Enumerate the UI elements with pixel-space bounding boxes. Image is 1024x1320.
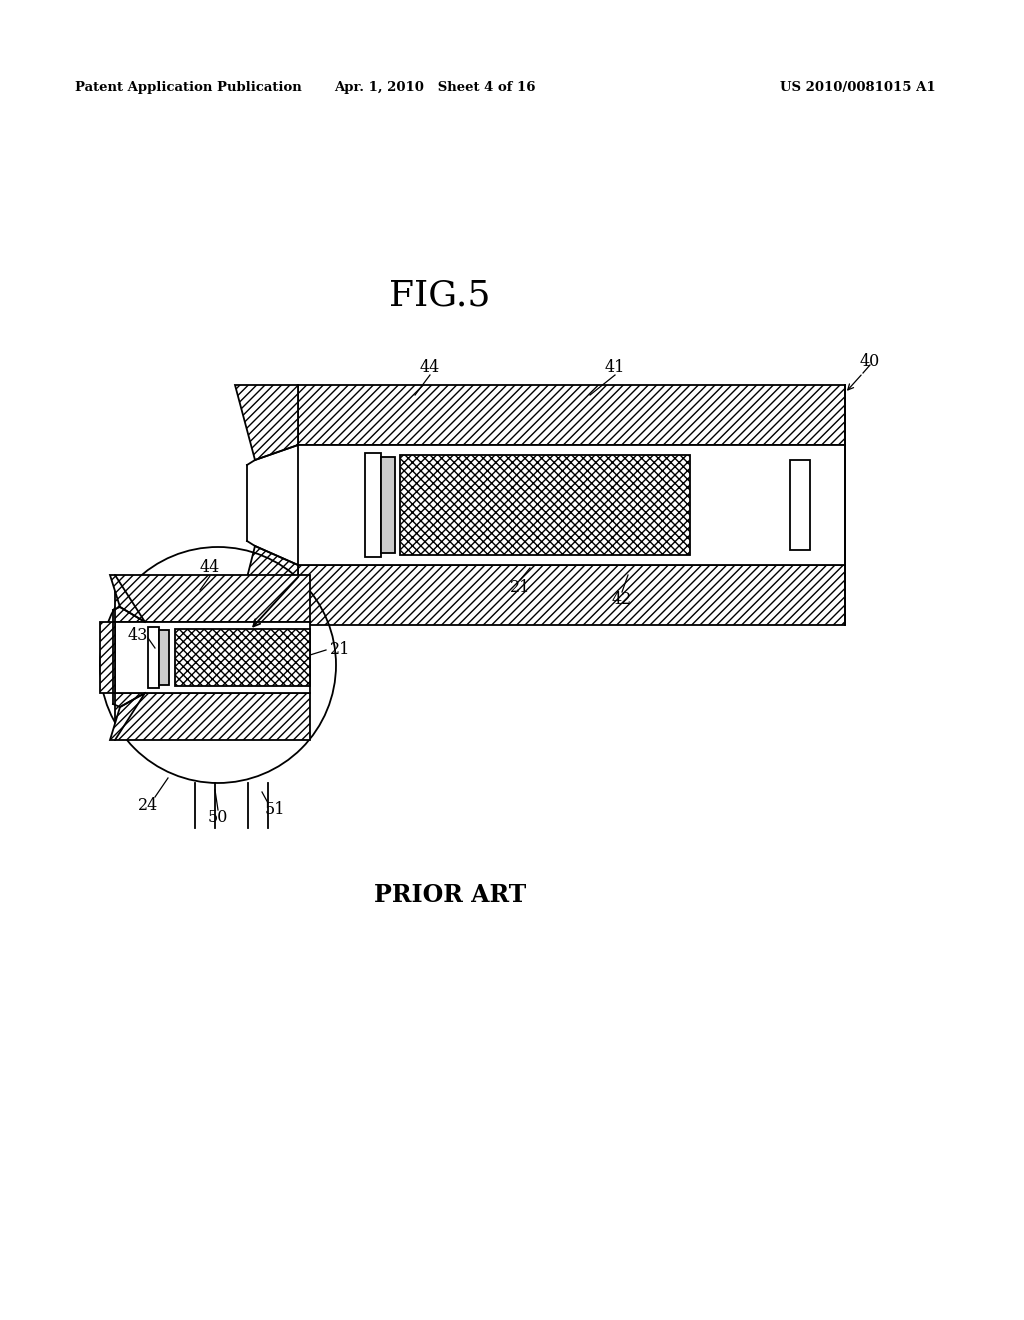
Text: FIG.5: FIG.5 [389,279,490,312]
Bar [298,565,845,624]
Text: Apr. 1, 2010   Sheet 4 of 16: Apr. 1, 2010 Sheet 4 of 16 [334,82,536,95]
Text: 40: 40 [860,354,880,371]
Polygon shape [234,546,298,624]
Polygon shape [110,576,145,622]
Bar [298,385,845,445]
Text: 41: 41 [605,359,626,375]
Bar [365,453,381,557]
Text: 44: 44 [200,560,220,577]
Text: Patent Application Publication: Patent Application Publication [75,82,302,95]
Text: 43: 43 [128,627,148,644]
Text: 50: 50 [208,809,228,826]
Polygon shape [234,385,298,459]
Text: 24: 24 [138,796,158,813]
Bar [100,622,115,693]
Bar [790,459,810,550]
Bar [400,455,690,554]
Bar [115,693,310,741]
Bar [159,630,169,685]
Text: US 2010/0081015 A1: US 2010/0081015 A1 [780,82,936,95]
Bar [115,622,310,693]
Polygon shape [110,693,145,741]
Text: 51: 51 [265,801,286,818]
Text: PRIOR ART: PRIOR ART [374,883,526,907]
Bar [115,576,310,622]
Text: 42: 42 [612,591,632,609]
Text: 21: 21 [330,642,350,659]
Bar [148,627,159,688]
Text: 44: 44 [420,359,440,375]
Bar [381,457,395,553]
Bar [175,630,310,686]
Bar [298,445,845,565]
Text: 21: 21 [510,579,530,597]
